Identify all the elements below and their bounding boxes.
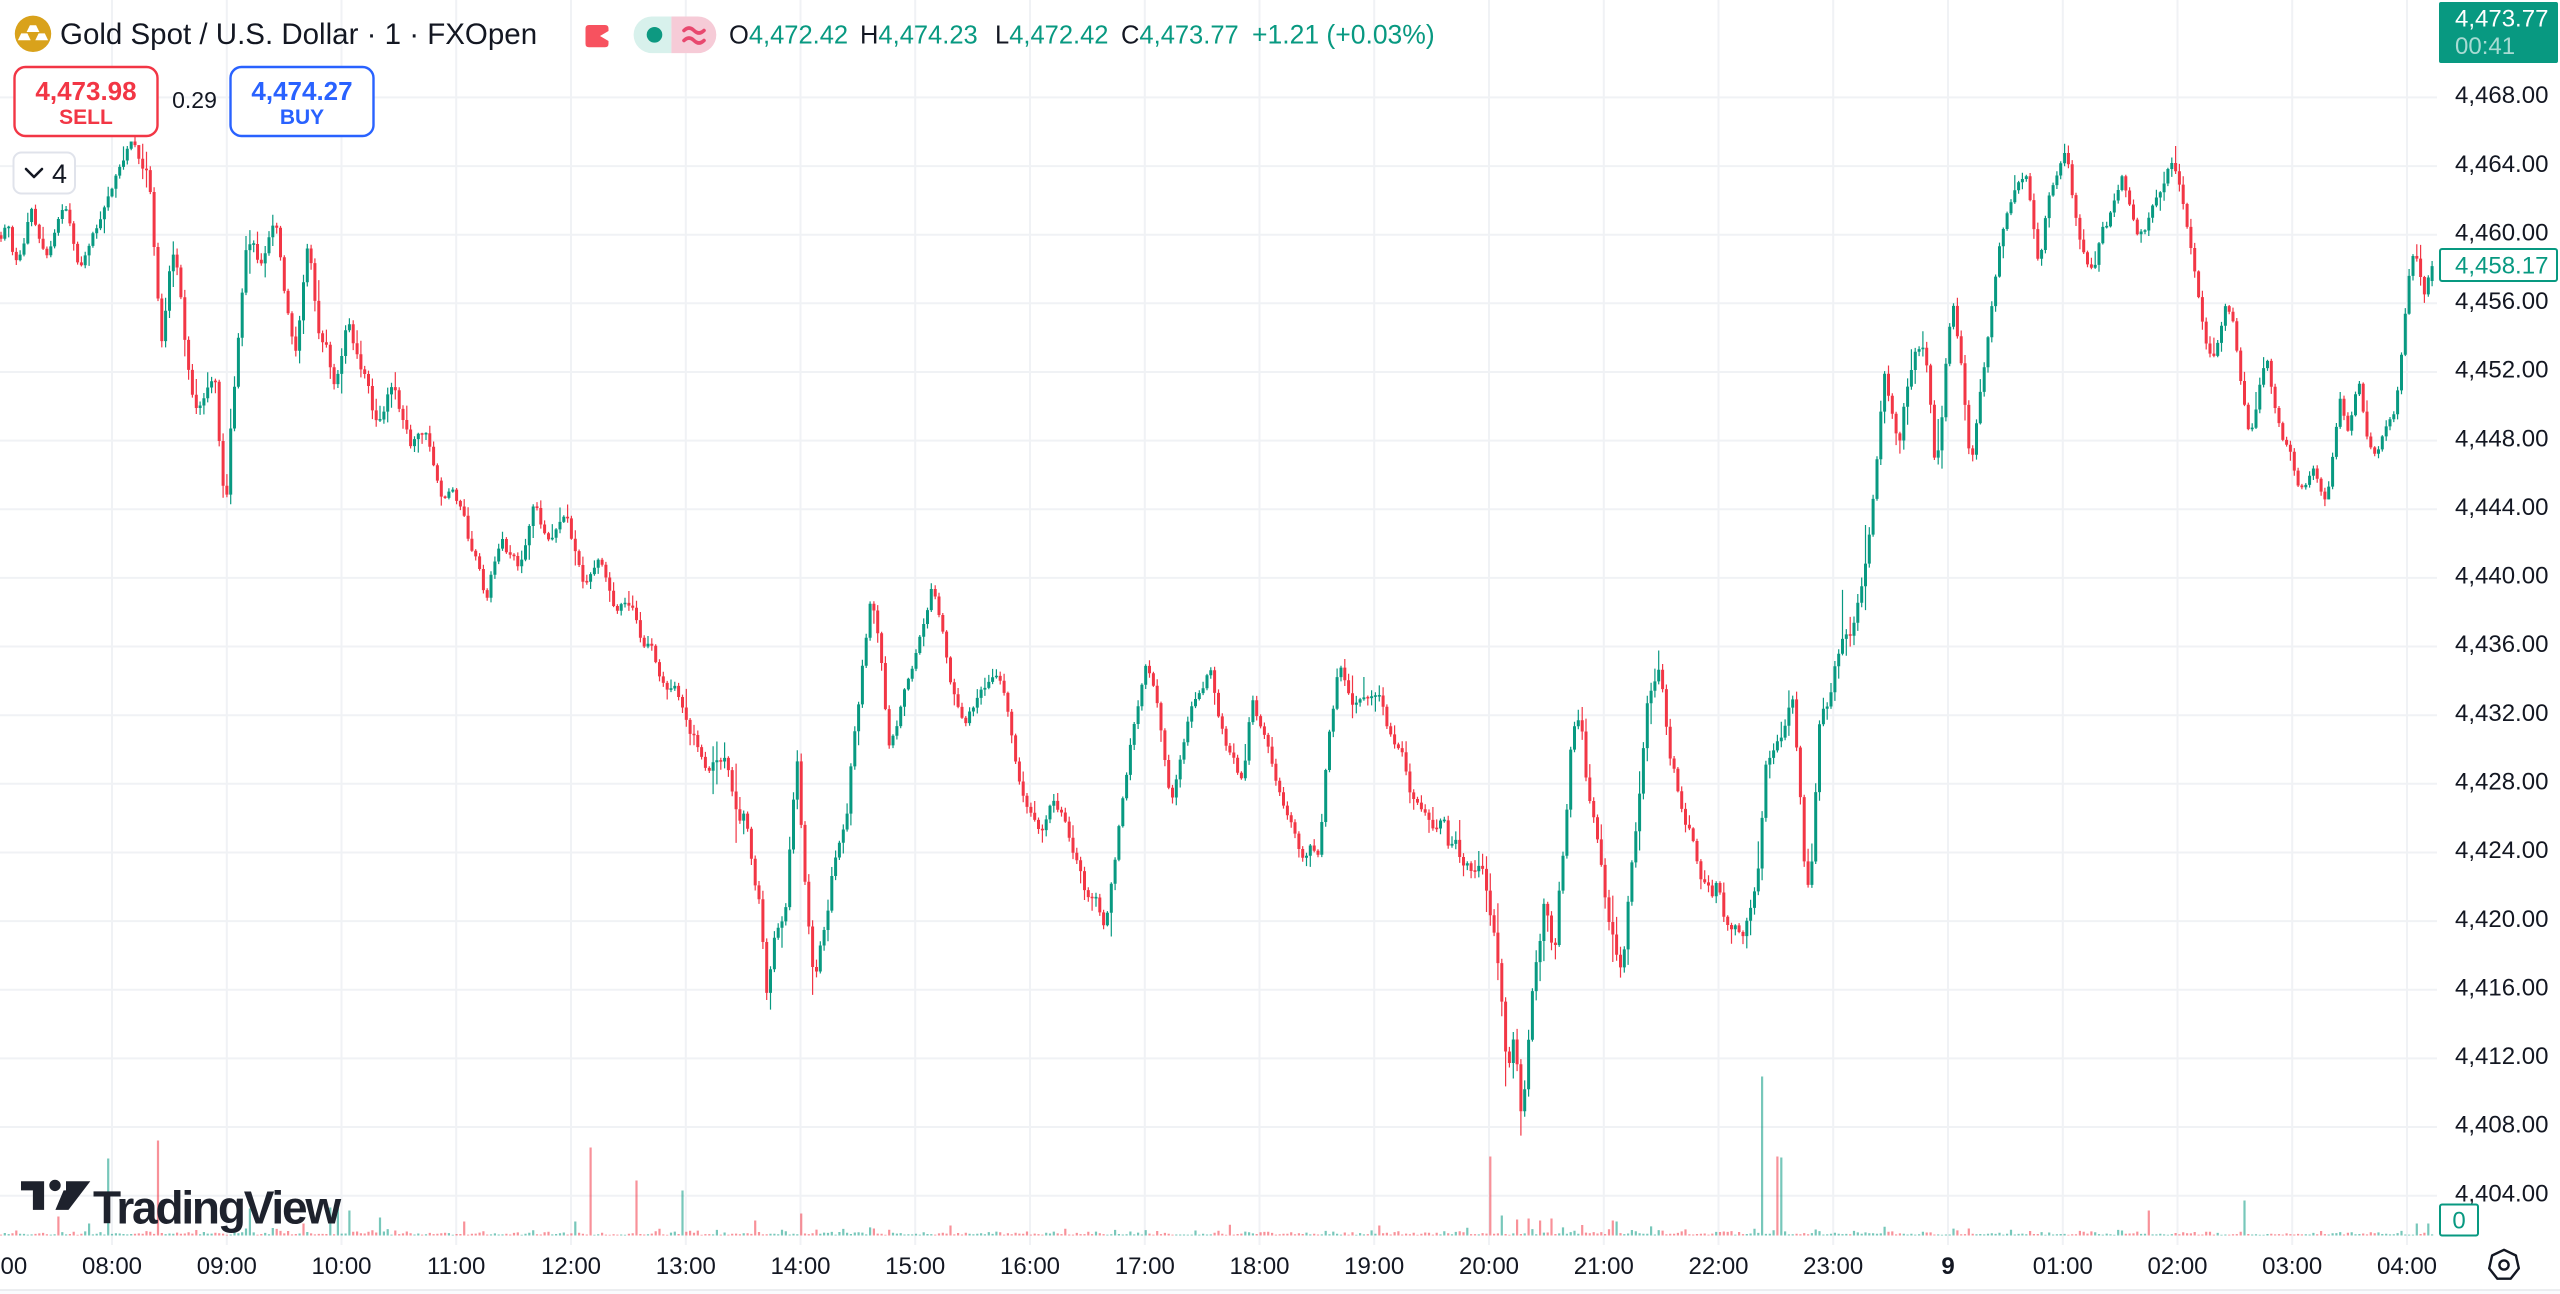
- svg-text:4,428.00: 4,428.00: [2455, 769, 2548, 796]
- svg-text:23:00: 23:00: [1803, 1253, 1863, 1280]
- svg-text:15:00: 15:00: [885, 1253, 945, 1280]
- svg-text:TradingView: TradingView: [93, 1182, 341, 1234]
- svg-text:03:00: 03:00: [2262, 1253, 2322, 1280]
- svg-text:14:00: 14:00: [770, 1253, 830, 1280]
- svg-text:4,412.00: 4,412.00: [2455, 1043, 2548, 1070]
- svg-text:4,440.00: 4,440.00: [2455, 563, 2548, 590]
- svg-text:4,424.00: 4,424.00: [2455, 837, 2548, 864]
- svg-text:0.29: 0.29: [172, 87, 217, 113]
- svg-text:BUY: BUY: [280, 106, 324, 129]
- svg-text:07:00: 07:00: [0, 1253, 27, 1280]
- svg-text:16:00: 16:00: [1000, 1253, 1060, 1280]
- svg-text:04:00: 04:00: [2377, 1253, 2437, 1280]
- svg-text:4: 4: [52, 159, 67, 189]
- svg-text:4,432.00: 4,432.00: [2455, 700, 2548, 727]
- svg-text:4,456.00: 4,456.00: [2455, 288, 2548, 315]
- svg-text:0: 0: [2452, 1208, 2465, 1235]
- svg-text:4,458.17: 4,458.17: [2455, 253, 2548, 280]
- svg-text:08:00: 08:00: [82, 1253, 142, 1280]
- svg-text:4,444.00: 4,444.00: [2455, 494, 2548, 521]
- svg-text:4,448.00: 4,448.00: [2455, 425, 2548, 452]
- svg-text:10:00: 10:00: [311, 1253, 371, 1280]
- svg-text:19:00: 19:00: [1344, 1253, 1404, 1280]
- svg-text:17:00: 17:00: [1115, 1253, 1175, 1280]
- svg-text:00:41: 00:41: [2455, 33, 2515, 60]
- svg-text:4,416.00: 4,416.00: [2455, 974, 2548, 1001]
- svg-text:4,436.00: 4,436.00: [2455, 631, 2548, 658]
- svg-text:4,474.27: 4,474.27: [251, 76, 352, 106]
- svg-text:4,473.98: 4,473.98: [35, 76, 136, 106]
- svg-text:22:00: 22:00: [1688, 1253, 1748, 1280]
- svg-text:4,464.00: 4,464.00: [2455, 151, 2548, 178]
- svg-text:4,468.00: 4,468.00: [2455, 82, 2548, 109]
- svg-text:4,452.00: 4,452.00: [2455, 357, 2548, 384]
- svg-text:13:00: 13:00: [656, 1253, 716, 1280]
- svg-text:21:00: 21:00: [1574, 1253, 1634, 1280]
- svg-text:4,460.00: 4,460.00: [2455, 219, 2548, 246]
- svg-text:09:00: 09:00: [197, 1253, 257, 1280]
- svg-text:4,404.00: 4,404.00: [2455, 1180, 2548, 1207]
- svg-text:18:00: 18:00: [1229, 1253, 1289, 1280]
- svg-text:4,473.77: 4,473.77: [2455, 6, 2548, 33]
- svg-text:11:00: 11:00: [427, 1253, 485, 1280]
- svg-text:02:00: 02:00: [2147, 1253, 2207, 1280]
- svg-text:9: 9: [1941, 1253, 1954, 1280]
- svg-text:SELL: SELL: [59, 106, 113, 129]
- svg-text:Gold Spot / U.S. Dollar · 1 ·: Gold Spot / U.S. Dollar · 1 · FXOpen: [60, 18, 537, 51]
- svg-text:12:00: 12:00: [541, 1253, 601, 1280]
- svg-text:01:00: 01:00: [2033, 1253, 2093, 1280]
- svg-text:20:00: 20:00: [1459, 1253, 1519, 1280]
- svg-text:4,420.00: 4,420.00: [2455, 906, 2548, 933]
- svg-text:4,408.00: 4,408.00: [2455, 1112, 2548, 1139]
